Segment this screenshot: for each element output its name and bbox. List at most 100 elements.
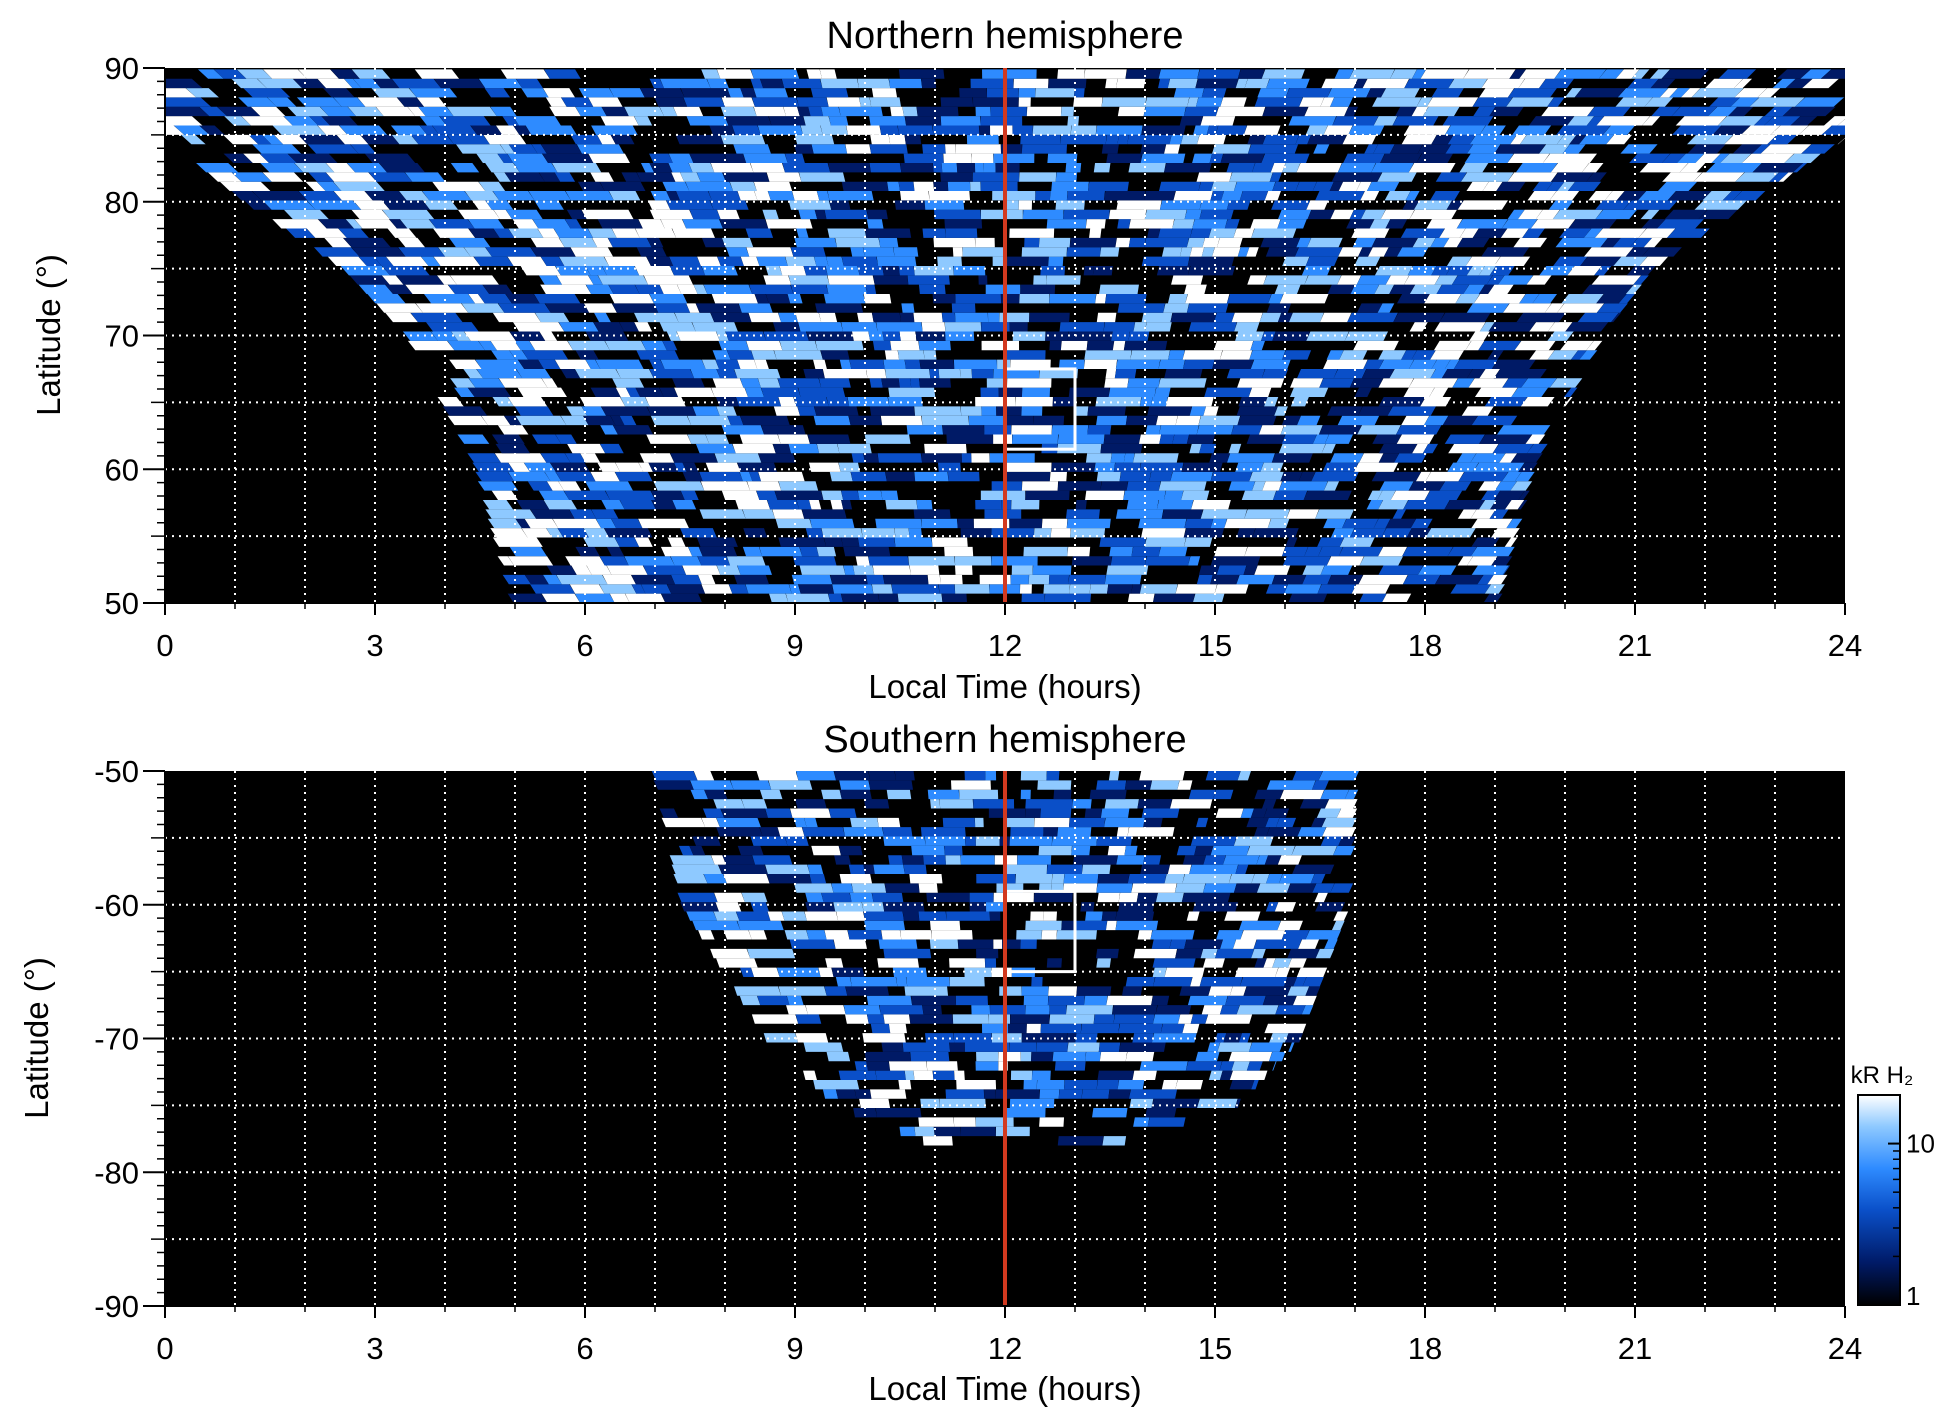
north-emission-cell <box>872 565 911 575</box>
north-emission-cell <box>720 134 766 145</box>
north-emission-cell <box>1158 481 1207 491</box>
north-emission-cell <box>609 88 645 98</box>
north-emission-cell <box>662 181 690 192</box>
north-emission-cell <box>1794 97 1845 107</box>
north-emission-cell <box>609 593 630 603</box>
north-emission-cell <box>529 340 573 351</box>
north-emission-cell <box>1344 331 1389 341</box>
south-emission-cell <box>1108 771 1120 781</box>
north-emission-cell <box>1741 125 1781 135</box>
south-emission-cell <box>786 995 804 1006</box>
north-emission-cell <box>850 471 887 482</box>
north-emission-cell <box>701 359 719 369</box>
north-emission-cell <box>505 294 540 304</box>
north-emission-cell <box>1117 303 1166 313</box>
north-emission-cell <box>1389 368 1436 379</box>
north-emission-cell <box>740 256 760 266</box>
north-emission-cell <box>612 378 645 388</box>
south-emission-cell <box>906 976 951 987</box>
north-emission-cell <box>773 406 800 416</box>
south-emission-cell <box>741 892 768 903</box>
north-emission-cell <box>647 406 697 416</box>
south-emission-cell <box>1009 1098 1055 1109</box>
north-emission-cell <box>581 209 634 220</box>
north-emission-cell <box>1272 181 1300 192</box>
south-emission-cell <box>1023 995 1049 1006</box>
north-emission-cell <box>910 378 921 388</box>
south-emission-cell <box>1034 817 1070 828</box>
north-emission-cell <box>1471 565 1509 575</box>
north-emission-cell <box>1580 256 1621 266</box>
north-emission-cell <box>1100 481 1128 491</box>
north-emission-cell <box>1193 125 1210 135</box>
north-emission-cell <box>558 322 599 332</box>
north-emission-cell <box>372 78 400 89</box>
north-emission-cell <box>869 162 902 173</box>
south-emission-cell <box>723 873 770 884</box>
north-emission-cell <box>1358 593 1387 603</box>
north-emission-cell <box>746 247 794 257</box>
north-emission-cell <box>213 69 247 79</box>
north-emission-cell <box>1307 209 1335 220</box>
north-emission-cell <box>1087 406 1126 416</box>
south-emission-cell <box>1182 855 1206 865</box>
north-emission-cell <box>1188 322 1237 332</box>
north-emission-cell <box>1271 200 1310 210</box>
north-emission-cell <box>1494 481 1517 491</box>
south-emission-cell <box>1284 976 1297 987</box>
north-emission-cell <box>738 303 773 313</box>
north-emission-cell <box>1055 200 1085 210</box>
north-emission-cell <box>1247 134 1266 145</box>
north-emission-cell <box>1613 256 1648 266</box>
north-emission-cell <box>890 106 904 117</box>
north-emission-cell <box>922 228 946 238</box>
north-emission-cell <box>753 106 787 117</box>
north-emission-cell <box>1596 303 1628 313</box>
north-emission-cell <box>796 500 812 510</box>
south-emission-cell <box>1063 873 1099 884</box>
south-emission-cell <box>1066 1033 1077 1043</box>
north-emission-cell <box>1588 191 1613 201</box>
north-emission-cell <box>1020 134 1061 145</box>
north-emission-cell <box>217 106 261 117</box>
north-emission-cell <box>611 518 643 529</box>
south-emission-cell <box>1233 883 1261 893</box>
north-emission-cell <box>1705 162 1762 173</box>
north-emission-cell <box>1158 78 1170 89</box>
north-emission-cell <box>787 294 803 304</box>
south-emission-cell <box>1084 808 1103 818</box>
north-emission-cell <box>504 172 545 182</box>
north-emission-cell <box>981 340 1020 351</box>
north-emission-cell <box>809 500 822 510</box>
south-emission-cell <box>1151 995 1170 1006</box>
north-emission-cell <box>1694 200 1748 210</box>
north-emission-cell <box>564 453 586 463</box>
north-emission-cell <box>1321 78 1358 89</box>
north-emission-cell <box>784 153 805 163</box>
south-emission-cell <box>1040 1023 1082 1034</box>
south-emission-cell <box>826 1051 851 1062</box>
north-emission-cell <box>891 584 940 594</box>
north-emission-cell <box>1095 294 1107 304</box>
north-y-tick-label: 90 <box>105 51 139 86</box>
north-emission-cell <box>1243 125 1281 135</box>
south-emission-cell <box>1197 1098 1238 1109</box>
north-emission-cell <box>734 368 781 379</box>
north-emission-cell <box>813 415 851 426</box>
north-emission-cell <box>298 69 339 79</box>
north-emission-cell <box>433 256 481 266</box>
north-emission-cell <box>890 340 920 351</box>
north-emission-cell <box>497 153 514 163</box>
north-emission-cell <box>385 256 429 266</box>
south-emission-cell <box>757 995 790 1006</box>
north-emission-cell <box>1691 88 1744 98</box>
north-emission-cell <box>1279 294 1329 304</box>
north-emission-cell <box>373 256 394 266</box>
north-emission-cell <box>1564 387 1578 398</box>
north-emission-cell <box>1237 415 1277 426</box>
south-emission-cell <box>1057 827 1092 837</box>
north-emission-cell <box>1112 340 1126 351</box>
south-emission-cell <box>945 855 961 865</box>
south-emission-cell <box>1299 799 1329 809</box>
north-emission-cell <box>793 144 814 154</box>
